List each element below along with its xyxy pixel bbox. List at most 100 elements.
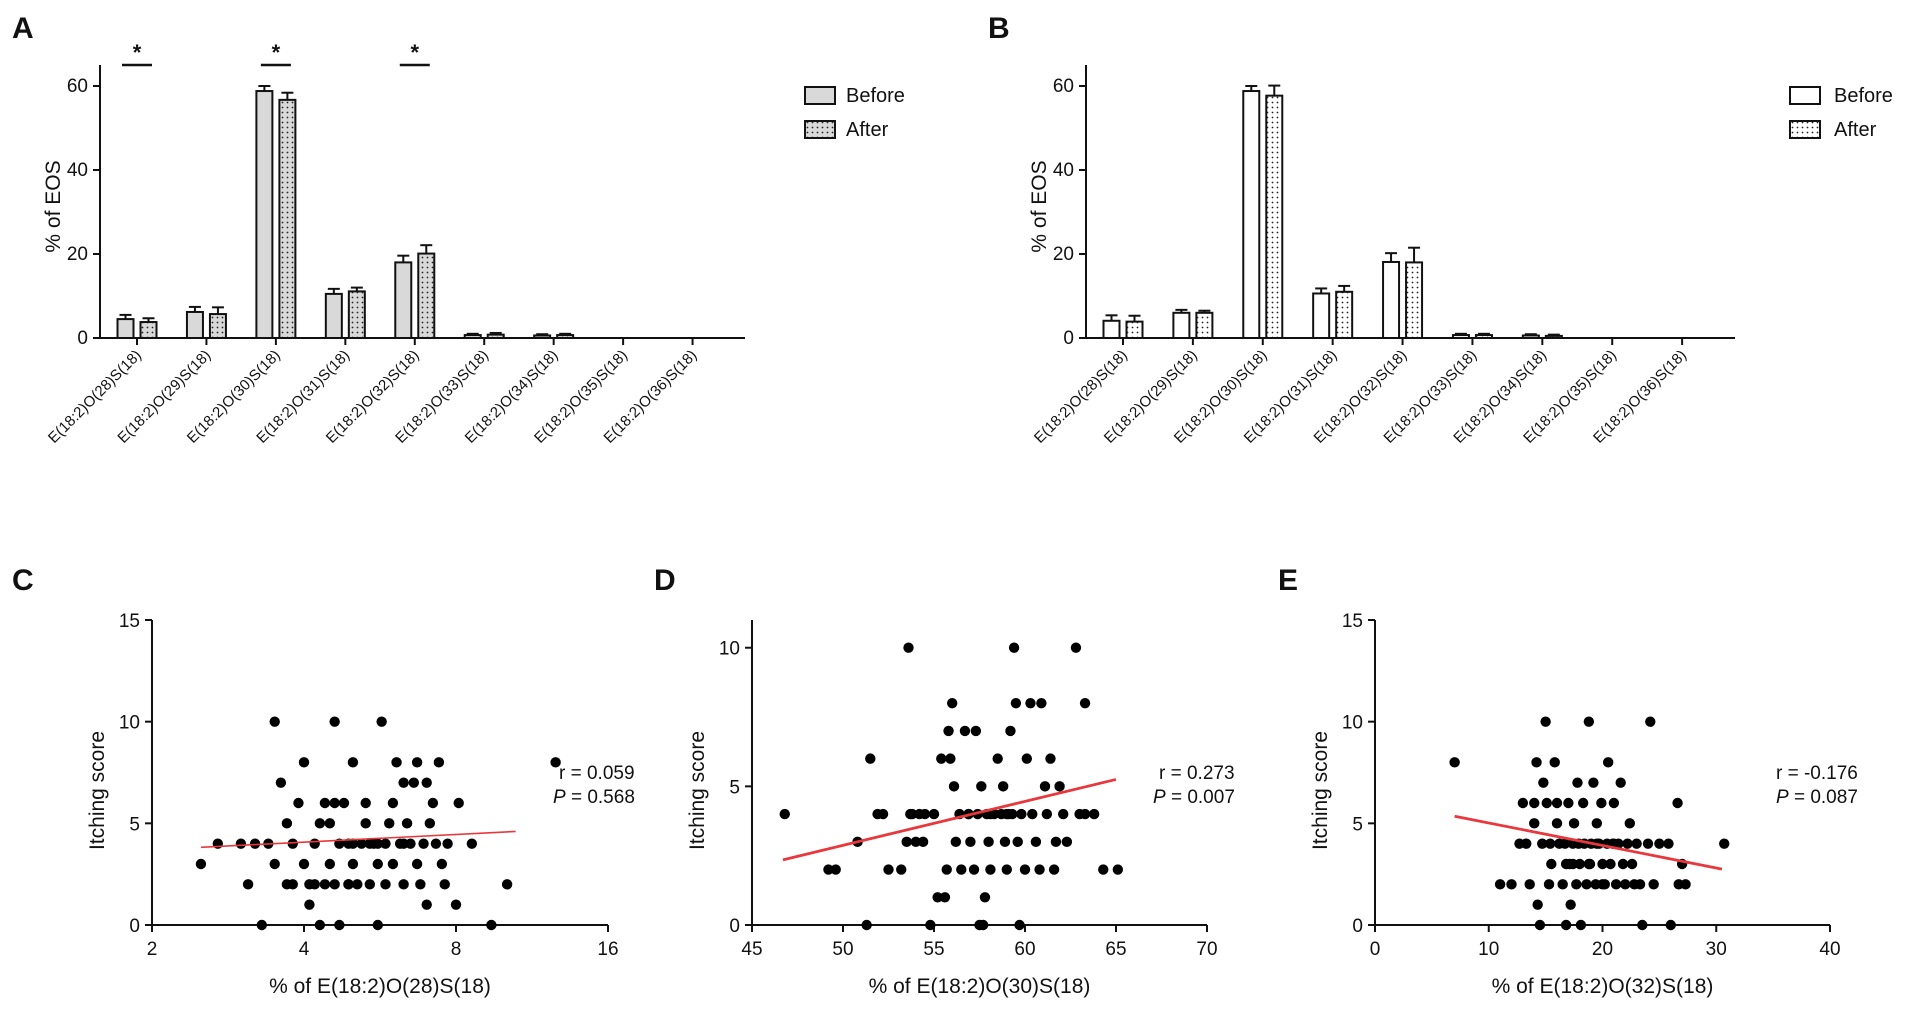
data-point-d [1005,725,1016,737]
scatter-chart-c: 0 5 10 15 2 4 8 16 % of E(18:2)O(28)S(18) Itching… [86,611,619,998]
x-tick-label-c: 4 [299,939,310,960]
data-point-d [1079,697,1091,709]
x-tick-label-e: 0 [1370,939,1381,960]
data-point-e [1521,838,1532,849]
y-tick-label-e: 5 [1352,814,1363,835]
regression-line-e [1454,814,1723,871]
y-tick-label-c: 15 [119,611,140,632]
data-point-c [436,858,448,870]
data-point-e [1620,879,1631,890]
data-point-c [319,797,331,809]
data-point-d [959,725,971,737]
p-symbol-e: P [1776,787,1789,808]
data-point-d [901,836,912,848]
panel-label-c: C [12,564,34,597]
p-text-e: = 0.087 [1789,787,1858,808]
x-tick-label-c: 2 [147,939,158,960]
panel-label-a: A [12,12,34,45]
data-point-d [830,864,841,875]
bar-before-b [1382,260,1401,340]
y-tick-label-b: 20 [1053,244,1074,265]
data-point-c [550,757,561,768]
y-axis-title-e: Itching score [1309,731,1332,850]
data-point-c [442,838,453,849]
data-point-d [917,836,929,848]
data-point-c [466,838,478,849]
data-point-d [1048,864,1060,875]
data-point-d [910,836,921,848]
data-point-c [356,838,367,849]
data-point-c [287,838,298,849]
bar-after-a [139,321,158,340]
data-point-c [304,879,315,890]
data-point-e [1597,879,1608,890]
data-point-e [1494,879,1506,890]
data-point-e [1534,919,1546,931]
y-tick-label-c: 5 [129,814,140,835]
data-point-c [430,838,442,849]
data-point-e [1617,858,1629,870]
y-axis-title-b: % of EOS [1028,160,1051,252]
data-point-e [1541,797,1552,809]
regression-line-d [782,778,1117,862]
data-point-e [1624,818,1636,829]
y-tick-label-c: 0 [129,916,140,937]
data-point-d [999,836,1011,848]
data-point-e [1665,919,1676,931]
y-tick-label-e: 0 [1352,916,1363,937]
y-tick-label-d: 0 [729,916,740,937]
data-point-e [1631,838,1642,849]
data-point-c [352,879,363,890]
data-point-c [387,797,399,809]
data-point-d [1112,864,1124,875]
bar-before-b [1521,334,1540,340]
r-value-c: r = 0.059 [559,763,635,784]
bar-before-b [1172,311,1191,339]
data-point-d [1001,808,1012,820]
data-point-d [1088,808,1100,820]
bar-before-a [185,310,204,339]
data-point-c [486,919,497,931]
data-point-e [1591,818,1603,829]
data-point-d [1061,836,1073,848]
panel-label-e: E [1278,564,1298,597]
data-point-e [1532,899,1543,910]
data-point-d [1016,808,1027,820]
stats-c: r = 0.059 P = 0.568 [553,763,635,808]
data-point-e [1557,879,1568,890]
data-point-d [1030,836,1042,848]
data-point-e [1626,858,1638,870]
legend-label-before-b: Before [1834,85,1893,107]
x-tick-label-d: 55 [923,939,944,960]
data-point-d [976,781,987,792]
data-point-e [1549,757,1560,768]
data-point-d [932,892,943,903]
y-tick-label-e: 10 [1342,713,1363,734]
data-point-c [450,899,462,910]
data-point-d [947,697,958,709]
data-point-c [275,777,287,788]
bar-before-b [1451,334,1470,339]
significance-star-a: * [133,40,142,65]
data-point-c [269,716,280,727]
data-point-e [1537,838,1548,849]
data-point-e [1645,716,1656,727]
data-point-e [1608,797,1620,809]
data-point-d [1021,753,1033,764]
data-point-e [1663,838,1674,849]
bar-after-b [1474,334,1493,339]
legend-b: Before After [1789,85,1893,141]
data-point-d [979,892,991,903]
y-tick-label-d: 5 [729,777,740,798]
y-tick-label-a: 0 [77,328,88,349]
data-point-e [1583,716,1595,727]
x-tick-label-c: 8 [451,939,462,960]
data-point-e [1648,879,1659,890]
x-tick-label-e: 20 [1592,939,1613,960]
data-point-e [1571,879,1582,890]
data-point-d [1041,808,1053,820]
data-point-c [293,797,304,809]
data-point-d [1012,836,1023,848]
data-point-e [1560,858,1572,870]
data-point-d [936,753,947,764]
